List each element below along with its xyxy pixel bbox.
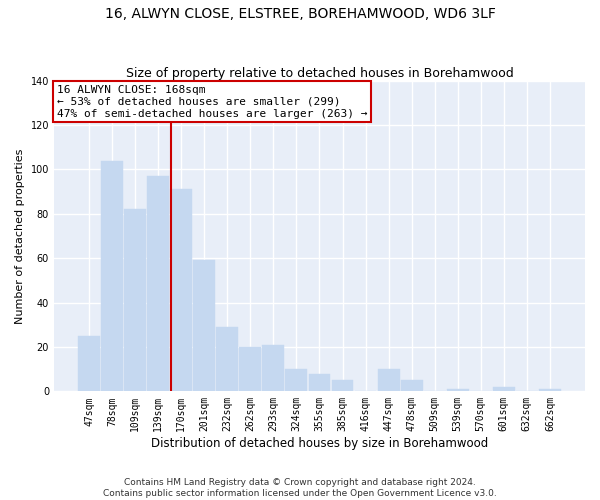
Bar: [124, 210, 146, 392]
Text: 16, ALWYN CLOSE, ELSTREE, BOREHAMWOOD, WD6 3LF: 16, ALWYN CLOSE, ELSTREE, BOREHAMWOOD, W…: [104, 8, 496, 22]
Bar: [447, 389, 469, 392]
X-axis label: Distribution of detached houses by size in Borehamwood: Distribution of detached houses by size …: [151, 437, 488, 450]
Bar: [286, 369, 307, 392]
Bar: [377, 369, 400, 392]
Bar: [262, 344, 284, 392]
Bar: [239, 347, 261, 392]
Text: 16 ALWYN CLOSE: 168sqm
← 53% of detached houses are smaller (299)
47% of semi-de: 16 ALWYN CLOSE: 168sqm ← 53% of detached…: [56, 86, 367, 118]
Bar: [193, 260, 215, 392]
Bar: [170, 190, 192, 392]
Bar: [217, 327, 238, 392]
Bar: [332, 380, 353, 392]
Bar: [308, 374, 331, 392]
Bar: [493, 387, 515, 392]
Y-axis label: Number of detached properties: Number of detached properties: [15, 148, 25, 324]
Bar: [78, 336, 100, 392]
Title: Size of property relative to detached houses in Borehamwood: Size of property relative to detached ho…: [125, 66, 514, 80]
Bar: [539, 389, 561, 392]
Bar: [101, 160, 123, 392]
Bar: [401, 380, 422, 392]
Bar: [147, 176, 169, 392]
Text: Contains HM Land Registry data © Crown copyright and database right 2024.
Contai: Contains HM Land Registry data © Crown c…: [103, 478, 497, 498]
